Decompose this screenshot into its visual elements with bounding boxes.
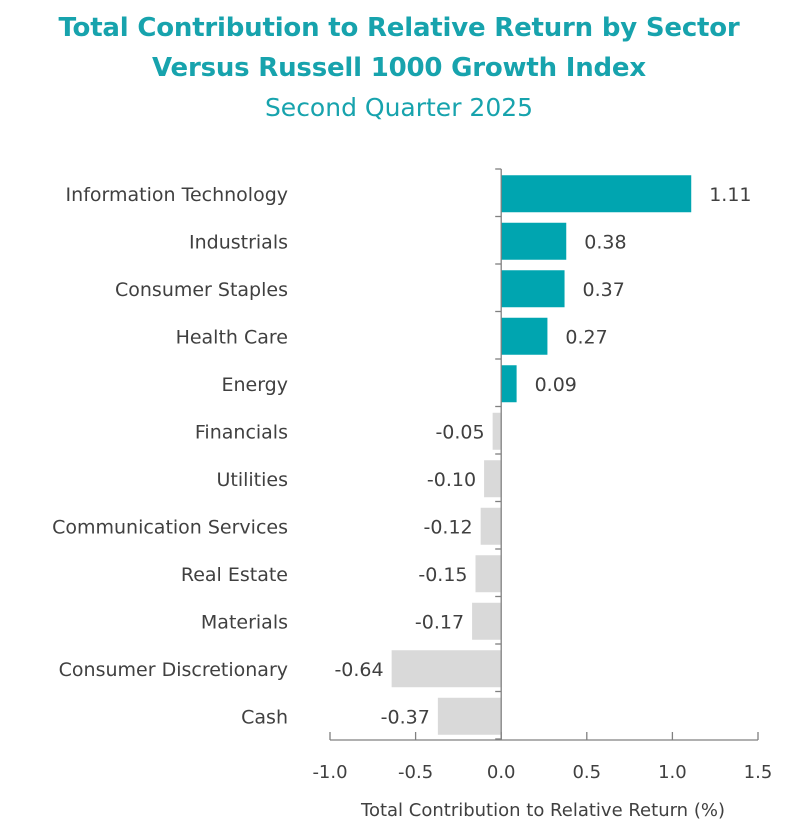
bar-financials [492,412,502,450]
bar-real-estate [475,555,502,593]
chart-title-block: Total Contribution to Relative Return by… [0,8,798,128]
bar-energy [501,365,517,403]
value-label: 1.11 [709,184,751,206]
category-label: Energy [221,374,288,396]
x-axis-title: Total Contribution to Relative Return (%… [360,800,725,821]
category-label: Materials [201,611,288,633]
chart-title-line-1: Total Contribution to Relative Return by… [58,13,740,43]
x-tick-label: 1.5 [744,762,773,783]
bar-information-technology [501,175,692,213]
category-label: Industrials [189,231,288,253]
x-tick-label: -0.5 [398,762,433,783]
value-label: -0.37 [381,706,430,728]
value-label: -0.15 [418,564,467,586]
bar-health-care [501,317,548,355]
value-label: -0.64 [334,659,383,681]
value-label: 0.09 [535,374,577,396]
category-label: Information Technology [66,184,288,206]
x-tick-label: 0.5 [572,762,601,783]
labels-group: -1.0 -0.5 0.0 0.5 1.0 1.5 Information Technolo… [52,184,772,783]
bar-consumer-staples [501,270,565,308]
category-label: Consumer Staples [115,279,288,301]
category-label: Utilities [216,469,288,491]
bar-industrials [501,222,567,260]
bar-materials [472,602,502,640]
chart-subtitle: Second Quarter 2025 [264,93,534,122]
x-tick-label: 1.0 [658,762,687,783]
bar-utilities [484,460,502,498]
value-label: -0.17 [415,611,464,633]
value-label: 0.37 [583,279,625,301]
category-label: Health Care [176,326,288,348]
category-label: Cash [241,706,288,728]
value-label: -0.10 [427,469,476,491]
category-label: Communication Services [52,516,288,538]
bar-consumer-discretionary [391,650,502,688]
bars-group [391,175,692,735]
value-label: -0.05 [435,421,484,443]
axes-group [329,168,759,741]
chart-title-line-2: Versus Russell 1000 Growth Index [152,53,646,83]
bar-communication-services [480,507,502,545]
category-label: Real Estate [181,564,288,586]
category-label: Consumer Discretionary [59,659,288,681]
bar-cash [437,697,502,735]
value-label: -0.12 [423,516,472,538]
value-label: 0.38 [584,231,626,253]
category-label: Financials [195,421,288,443]
x-tick-label: 0.0 [487,762,516,783]
value-label: 0.27 [565,326,607,348]
x-tick-label: -1.0 [312,762,347,783]
